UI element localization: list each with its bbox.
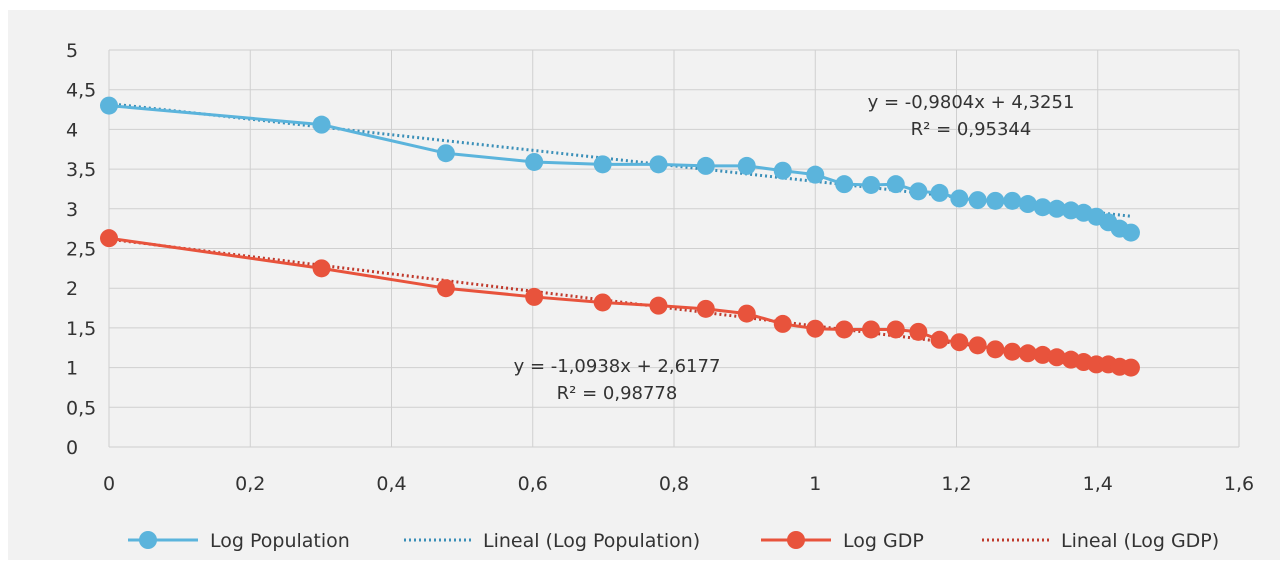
y-tick-label: 5 <box>66 40 78 62</box>
trend-equations: y = -0,9804x + 4,3251 R² = 0,95344 y = -… <box>514 92 1075 404</box>
point-log-gdp <box>950 333 969 352</box>
point-log-gdp <box>1047 348 1066 367</box>
point-log-population <box>930 183 949 202</box>
point-log-gdp <box>862 320 881 339</box>
point-log-population <box>862 175 881 194</box>
point-log-gdp <box>1121 358 1140 377</box>
legend-gdp-label: Log GDP <box>843 530 924 552</box>
x-tick-label: 0,6 <box>518 473 548 495</box>
point-log-gdp <box>100 229 118 248</box>
point-log-gdp <box>737 304 756 323</box>
y-tick-label: 1,5 <box>66 318 96 340</box>
legend-pop-marker <box>139 531 157 549</box>
point-log-gdp <box>436 279 455 298</box>
chart-canvas: 0 0,5 1 1,5 2 2,5 3 3,5 4 4,5 5 0 0,2 0,4 0,6 0,8 1 1,2 1,… <box>66 40 1254 552</box>
pop-equation: y = -0,9804x + 4,3251 <box>868 92 1075 113</box>
x-tick-label: 0,8 <box>659 473 689 495</box>
tick-labels: 0 0,5 1 1,5 2 2,5 3 3,5 4 4,5 5 0 0,2 0,4 0,6 0,8 1 1,2 1,… <box>66 40 1254 495</box>
y-tick-label: 2,5 <box>66 239 96 261</box>
legend-pop-trend-label: Lineal (Log Population) <box>483 530 700 552</box>
gdp-equation: y = -1,0938x + 2,6177 <box>514 356 721 377</box>
point-log-gdp <box>773 314 792 333</box>
legend-pop-label: Log Population <box>210 530 350 552</box>
y-tick-label: 0 <box>66 437 78 459</box>
x-tick-label: 1,4 <box>1083 473 1113 495</box>
chart-area: 0 0,5 1 1,5 2 2,5 3 3,5 4 4,5 5 0 0,2 0,4 0,6 0,8 1 1,2 1,… <box>8 10 1280 560</box>
point-log-gdp <box>312 259 331 278</box>
point-log-gdp <box>1018 344 1037 363</box>
point-log-population <box>1003 191 1022 210</box>
y-tick-label: 4,5 <box>66 80 96 102</box>
point-log-population <box>1033 198 1052 217</box>
point-log-gdp <box>1003 342 1022 361</box>
point-log-population <box>986 191 1005 210</box>
y-tick-label: 2 <box>66 278 78 300</box>
point-log-population <box>835 175 854 194</box>
legend-gdp-trend-label: Lineal (Log GDP) <box>1061 530 1219 552</box>
point-log-population <box>1121 223 1140 242</box>
y-tick-label: 3,5 <box>66 159 96 181</box>
point-log-population <box>886 175 905 194</box>
point-log-gdp <box>930 330 949 349</box>
gdp-r2: R² = 0,98778 <box>557 383 678 404</box>
trendlines <box>108 102 1132 367</box>
point-log-population <box>649 155 668 174</box>
legend-gdp-marker <box>787 531 805 549</box>
point-log-gdp <box>886 320 905 339</box>
pop-r2: R² = 0,95344 <box>911 119 1032 140</box>
y-tick-label: 4 <box>66 119 78 141</box>
x-tick-label: 1,2 <box>941 473 971 495</box>
point-log-population <box>950 189 969 208</box>
trendline-log-gdp <box>108 237 1132 367</box>
point-log-gdp <box>909 322 928 341</box>
point-log-gdp <box>696 299 715 318</box>
x-tick-label: 0,2 <box>235 473 265 495</box>
point-log-population <box>1047 199 1066 218</box>
point-log-population <box>968 191 987 210</box>
point-log-gdp <box>986 340 1005 359</box>
point-log-gdp <box>593 293 612 312</box>
y-tick-label: 1 <box>66 358 78 380</box>
data-series <box>100 96 1140 377</box>
point-log-gdp <box>968 336 987 355</box>
point-log-population <box>312 115 331 134</box>
legend: Log Population Lineal (Log Population) L… <box>128 530 1219 552</box>
point-log-population <box>1018 195 1037 214</box>
point-log-gdp <box>649 296 668 315</box>
point-log-population <box>737 156 756 175</box>
point-log-population <box>909 182 928 201</box>
y-tick-label: 0,5 <box>66 397 96 419</box>
point-log-population <box>436 144 455 163</box>
x-tick-label: 0,4 <box>376 473 406 495</box>
point-log-gdp <box>835 320 854 339</box>
gridlines <box>108 49 1240 448</box>
x-tick-label: 1,6 <box>1224 473 1254 495</box>
x-tick-label: 1 <box>809 473 821 495</box>
point-log-population <box>773 161 792 180</box>
x-tick-label: 0 <box>103 473 115 495</box>
point-log-gdp <box>806 319 825 338</box>
point-log-gdp <box>525 287 544 306</box>
point-log-population <box>525 152 544 171</box>
y-tick-label: 3 <box>66 199 78 221</box>
point-log-population <box>806 165 825 184</box>
point-log-population <box>593 155 612 174</box>
point-log-population <box>100 96 118 115</box>
point-log-population <box>696 156 715 175</box>
point-log-gdp <box>1033 345 1052 364</box>
